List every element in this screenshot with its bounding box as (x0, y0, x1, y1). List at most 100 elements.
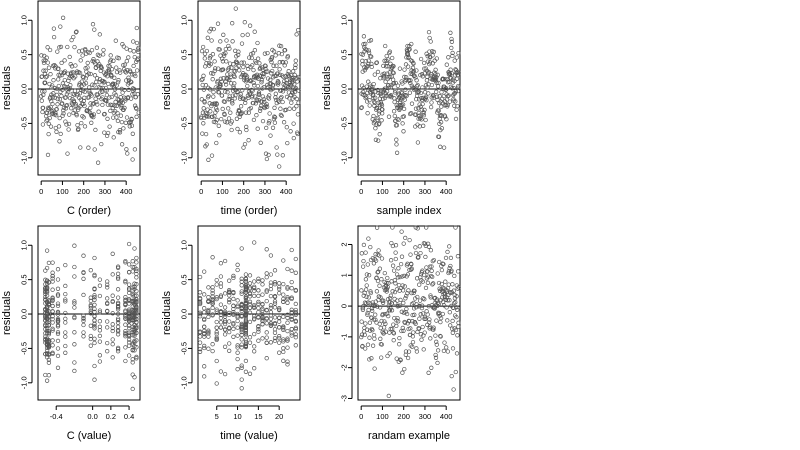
residual-point (396, 303, 401, 308)
residual-point (55, 324, 61, 329)
residual-point (421, 347, 426, 352)
residual-point (295, 79, 300, 84)
residual-point (235, 343, 240, 348)
residual-point (243, 369, 249, 374)
residual-point (360, 52, 366, 57)
residual-point (125, 151, 130, 156)
residual-point (50, 338, 55, 343)
residual-point (68, 62, 73, 67)
residual-point (364, 99, 370, 104)
residual-point (43, 68, 48, 73)
residual-point (453, 89, 458, 94)
residual-point (292, 82, 297, 87)
residual-point (210, 52, 216, 57)
residual-point (368, 244, 373, 250)
residual-point (421, 60, 427, 66)
residual-point (206, 295, 211, 300)
residual-point (410, 70, 415, 75)
residual-point (206, 93, 211, 99)
residual-point (116, 78, 121, 83)
residual-point (202, 316, 207, 322)
residual-point (417, 102, 422, 107)
residual-point (100, 95, 105, 100)
residual-point (218, 315, 224, 321)
residual-point (55, 49, 60, 54)
residual-point (373, 317, 378, 322)
residual-point (390, 326, 395, 332)
residual-point (69, 101, 74, 106)
residual-point (285, 315, 290, 320)
residual-point (92, 336, 97, 341)
residual-point (371, 261, 377, 266)
residual-point (293, 65, 298, 71)
residual-point (259, 74, 264, 79)
residual-point (92, 363, 97, 369)
residual-point (46, 332, 52, 337)
residual-point (132, 147, 138, 152)
residual-point (427, 324, 432, 329)
residual-point (124, 46, 129, 51)
residual-point (409, 41, 414, 47)
residual-point (426, 29, 432, 35)
residual-point (427, 35, 432, 41)
y-tick-label: -2 (340, 364, 349, 371)
residual-point (364, 272, 370, 277)
residual-point (420, 74, 425, 79)
residual-point (359, 288, 364, 293)
residual-point (50, 279, 55, 284)
residual-point (405, 52, 411, 57)
residual-point (247, 371, 253, 376)
residual-point (44, 74, 50, 79)
residual-point (264, 315, 269, 321)
residual-point (360, 305, 365, 311)
residual-point (69, 106, 74, 111)
residual-point (126, 262, 132, 267)
residual-point (254, 113, 259, 118)
residual-point (88, 101, 93, 106)
residual-point (272, 73, 277, 79)
residual-point (208, 61, 213, 67)
residual-point (250, 63, 255, 68)
residual-point (277, 350, 282, 355)
residual-point (243, 317, 249, 323)
residual-point (409, 262, 414, 267)
residual-point (256, 276, 261, 281)
residual-point (50, 309, 55, 314)
residual-point (424, 78, 430, 83)
residual-point (210, 342, 215, 347)
residual-point (231, 62, 236, 67)
residual-point (419, 117, 424, 122)
residual-point (455, 307, 460, 312)
residual-point (79, 79, 84, 84)
residual-point (99, 65, 104, 71)
residual-point (254, 72, 260, 77)
residual-point (245, 83, 250, 89)
residual-point (377, 253, 382, 258)
residual-point (44, 288, 50, 294)
residual-point (46, 65, 52, 70)
residual-point (289, 286, 294, 291)
residual-point (256, 329, 261, 334)
residual-point (43, 75, 49, 80)
residual-point (257, 108, 263, 113)
residual-point (75, 122, 80, 128)
residual-point (438, 333, 443, 339)
residual-point (210, 255, 215, 260)
residual-point (88, 71, 93, 77)
residual-point (202, 306, 207, 311)
residual-point (443, 279, 448, 284)
residual-point (73, 30, 79, 35)
residual-point (404, 93, 409, 98)
residual-point (207, 87, 213, 92)
residual-point (403, 62, 409, 67)
residual-point (422, 241, 428, 246)
residual-point (55, 286, 61, 291)
residual-point (387, 74, 393, 80)
residual-point (55, 365, 61, 370)
residual-point (63, 262, 68, 268)
residual-point (416, 326, 422, 332)
residual-point (214, 140, 219, 146)
residual-point (93, 61, 98, 66)
residual-point (268, 283, 274, 288)
residual-point (273, 91, 278, 96)
